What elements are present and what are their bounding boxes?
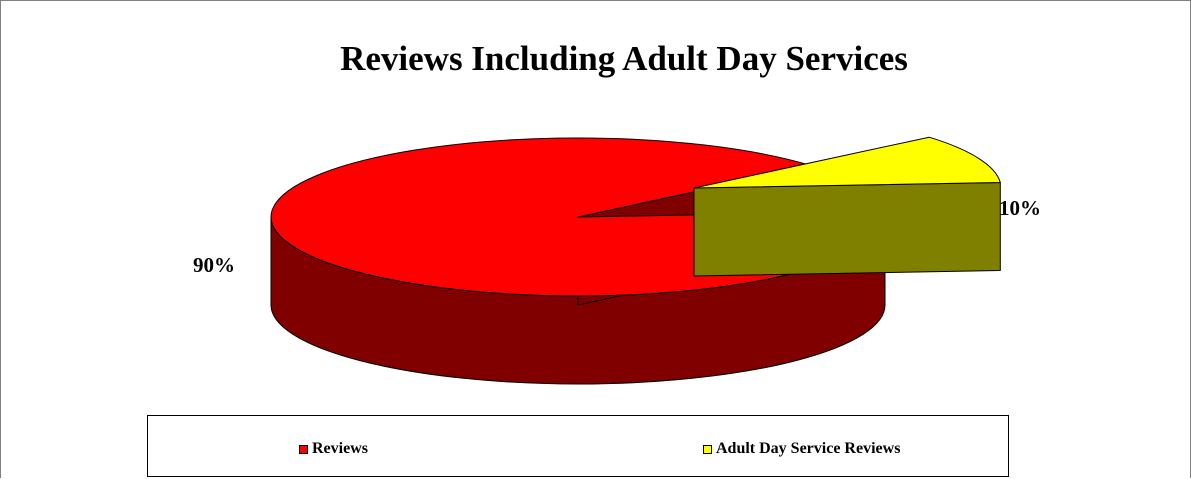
data-label-reviews: 90%	[193, 253, 235, 277]
legend-swatch-adult-day-service-reviews	[703, 444, 712, 454]
pie-slice-adult-day-service-reviews	[693, 136, 1001, 277]
legend-item-adult-day-service-reviews: Adult Day Service Reviews	[703, 440, 901, 457]
data-label-adult-day-service-reviews: 10%	[999, 196, 1041, 220]
chart-title: Reviews Including Adult Day Services	[340, 39, 908, 78]
pie-top-adult-day-service-reviews	[693, 136, 1001, 189]
legend-label-adult-day-service-reviews: Adult Day Service Reviews	[716, 440, 901, 457]
legend-label-reviews: Reviews	[312, 440, 368, 457]
legend-swatch-reviews	[299, 444, 308, 454]
pie-cut-face-adult-day-service-reviews	[693, 182, 1001, 277]
legend: Reviews Adult Day Service Reviews	[147, 415, 1009, 477]
legend-item-reviews: Reviews	[299, 440, 368, 457]
